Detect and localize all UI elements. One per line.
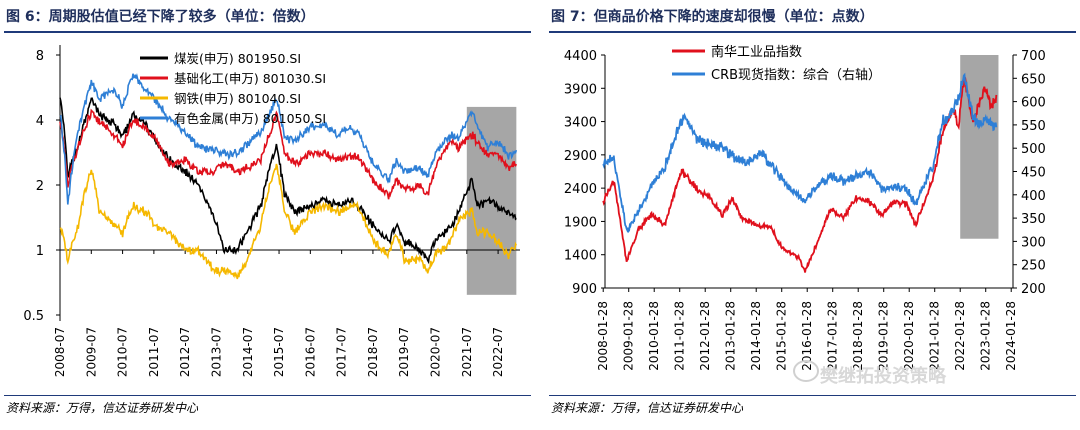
x-tick-label: 2014-07 xyxy=(241,327,255,377)
x-tick-label: 2023-01-28 xyxy=(979,301,993,371)
figure-title: 图 6：周期股估值已经下降了较多（单位：倍数） xyxy=(6,9,315,25)
legend-label: 煤炭(申万) 801950.SI xyxy=(174,51,301,66)
x-tick-label: 2011-07 xyxy=(147,327,161,377)
y2-tick-label: 600 xyxy=(1021,96,1046,111)
legend-label: 基础化工(申万) 801030.SI xyxy=(174,71,326,86)
figure-title: 图 7：但商品价格下降的速度却很慢（单位：点数） xyxy=(551,9,874,25)
y2-tick-label: 650 xyxy=(1021,72,1046,87)
legend-label: CRB现货指数：综合（右轴） xyxy=(711,67,881,83)
x-tick-label: 2019-01-28 xyxy=(877,301,891,371)
y-tick-label: 8 xyxy=(36,49,44,64)
source-rule xyxy=(4,395,531,396)
watermark: 樊继拓投资策略 xyxy=(820,366,946,387)
chart-right: 900 1400 1900 2400 2900 3400 3900 4400 200 250 300… xyxy=(564,44,1046,371)
y-tick-label: 3400 xyxy=(564,116,597,131)
x-tick-label: 2021-01-28 xyxy=(928,301,942,371)
x-tick-label: 2016-07 xyxy=(303,327,317,377)
legend-label: 钢铁(申万) 801040.SI xyxy=(174,91,301,106)
x-tick-label: 2010-07 xyxy=(116,327,130,377)
y2-tick-label: 300 xyxy=(1021,235,1046,250)
series-line-2 xyxy=(602,72,998,234)
y2-tick-label: 200 xyxy=(1021,282,1046,297)
x-tick-label: 2008-01-28 xyxy=(596,301,610,371)
y-tick-label: 4400 xyxy=(564,49,597,64)
y-tick-label: 900 xyxy=(572,282,597,297)
y-tick-label: 0.5 xyxy=(23,309,44,324)
x-tick-label: 2010-01-28 xyxy=(647,301,661,371)
y-tick-label: 1900 xyxy=(564,215,597,230)
y2-tick-label: 350 xyxy=(1021,212,1046,227)
x-tick-label: 2018-01-28 xyxy=(851,301,865,371)
y-tick-label: 2400 xyxy=(564,182,597,197)
x-tick-label: 2011-01-28 xyxy=(673,301,687,371)
x-tick-label: 2022-07 xyxy=(491,327,505,377)
y2-tick-label: 400 xyxy=(1021,189,1046,204)
x-tick-label: 2015-07 xyxy=(272,327,286,377)
series-line-1 xyxy=(602,77,998,273)
chart-panel-right: 图 7：但商品价格下降的速度却很慢（单位：点数） 900 1400 1900 2400… xyxy=(545,0,1080,430)
x-tick-label: 2008-07 xyxy=(53,327,67,377)
series-line-4 xyxy=(59,73,518,205)
title-rule xyxy=(4,31,531,33)
x-tick-label: 2017-07 xyxy=(335,327,349,377)
x-tick-label: 2014-01-28 xyxy=(749,301,763,371)
x-tick-label: 2013-01-28 xyxy=(724,301,738,371)
y2-tick-label: 700 xyxy=(1021,49,1046,64)
series-line-1 xyxy=(59,97,517,265)
x-tick-label: 2021-07 xyxy=(460,327,474,377)
x-tick-label: 2009-01-28 xyxy=(622,301,636,371)
y2-tick-label: 250 xyxy=(1021,259,1046,274)
series-line-3 xyxy=(59,163,518,280)
wechat-icon xyxy=(793,360,819,382)
y2-tick-label: 450 xyxy=(1021,166,1046,181)
y2-tick-label: 550 xyxy=(1021,119,1046,134)
legend-label: 南华工业品指数 xyxy=(711,44,802,60)
y2-tick-label: 500 xyxy=(1021,142,1046,157)
x-tick-label: 2015-01-28 xyxy=(775,301,789,371)
chart-panel-left: 图 6：周期股估值已经下降了较多（单位：倍数） 0.5 1 2 4 8 2008-07 20… xyxy=(0,0,535,430)
x-tick-label: 2022-01-28 xyxy=(953,301,967,371)
y-tick-label: 2900 xyxy=(564,149,597,164)
x-tick-label: 2013-07 xyxy=(209,327,223,377)
x-tick-label: 2020-07 xyxy=(429,327,443,377)
y-tick-label: 1 xyxy=(36,244,44,259)
x-tick-label: 2012-07 xyxy=(178,327,192,377)
x-tick-label: 2024-01-28 xyxy=(1004,301,1018,371)
x-tick-label: 2016-01-28 xyxy=(800,301,814,371)
x-tick-label: 2019-07 xyxy=(397,327,411,377)
source-note: 资料来源：万得，信达证券研发中心 xyxy=(551,401,744,415)
x-tick-label: 2012-01-28 xyxy=(698,301,712,371)
x-tick-label: 2020-01-28 xyxy=(902,301,916,371)
series-line-2 xyxy=(59,108,518,200)
title-rule xyxy=(549,31,1076,33)
legend-label: 有色金属(申万) 801050.SI xyxy=(174,111,326,126)
y-tick-label: 3900 xyxy=(564,82,597,97)
source-note: 资料来源：万得，信达证券研发中心 xyxy=(6,401,199,415)
x-tick-label: 2018-07 xyxy=(366,327,380,377)
x-tick-label: 2017-01-28 xyxy=(826,301,840,371)
y-tick-label: 1400 xyxy=(564,249,597,264)
y-tick-label: 2 xyxy=(36,179,44,194)
y-tick-label: 4 xyxy=(36,114,44,129)
source-rule xyxy=(549,395,1076,396)
chart-left: 0.5 1 2 4 8 2008-07 2009-07 2010-07 2011-07 2012-… xyxy=(23,45,520,377)
x-tick-label: 2009-07 xyxy=(84,327,98,377)
